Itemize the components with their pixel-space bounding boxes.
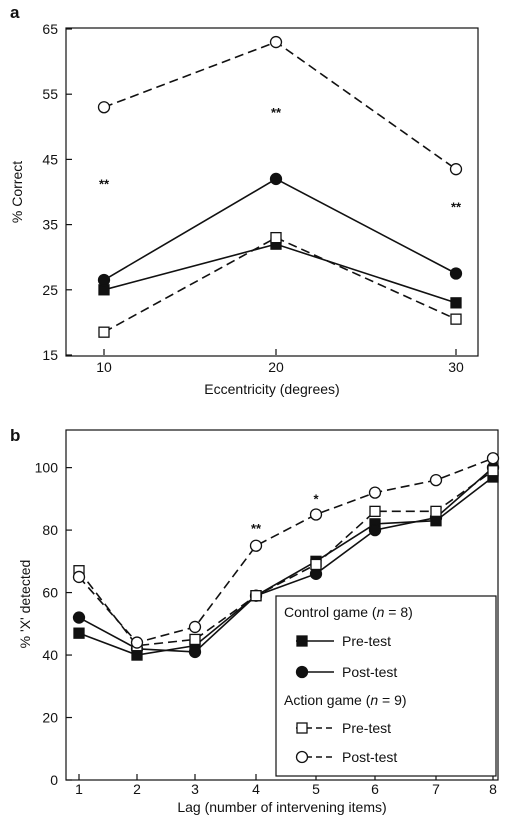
legend-label-action-post: Post-test	[342, 749, 397, 765]
data-point-action-post	[130, 636, 144, 649]
series-line-control-post	[78, 467, 494, 653]
series-line-action-pre	[78, 470, 494, 647]
legend: Control game (n = 8) Pre-test Post-test …	[275, 595, 497, 777]
data-point-action-pre	[98, 326, 110, 338]
x-axis-label-b: Lag (number of intervening items)	[177, 799, 386, 815]
y-tick-label: 40	[42, 647, 58, 663]
x-tick-label: 7	[432, 781, 440, 797]
significance-marker: **	[99, 177, 110, 192]
data-point-action-pre	[487, 465, 499, 477]
legend-label-action-pre: Pre-test	[342, 720, 391, 736]
data-point-action-pre	[270, 231, 282, 244]
significance-marker: **	[251, 521, 262, 536]
y-tick-label: 100	[35, 460, 59, 476]
legend-box	[275, 595, 497, 777]
data-point-control-pre	[450, 297, 462, 309]
y-tick-label: 0	[50, 772, 58, 788]
data-point-action-post	[309, 508, 323, 521]
x-tick-label: 5	[312, 781, 320, 797]
series-line-control-post	[103, 178, 457, 281]
data-point-action-pre	[450, 313, 462, 325]
x-tick-label: 1	[75, 781, 83, 797]
panel-a: a ** ** ** 15 25 35 45 55 65 10 20 30 Eccentricit…	[9, 3, 479, 397]
data-point-action-post	[72, 570, 86, 584]
data-point-action-pre	[430, 505, 442, 518]
legend-marker-control-pre	[296, 635, 308, 647]
series-line-control-pre	[78, 476, 494, 656]
x-tick-label: 4	[252, 781, 260, 797]
x-tick-label: 6	[371, 781, 379, 797]
x-tick-label: 3	[191, 781, 199, 797]
data-point-action-post	[486, 452, 500, 465]
legend-label-control-pre: Pre-test	[342, 633, 391, 649]
legend-marker-control-post	[295, 665, 309, 679]
plot-frame-b	[65, 429, 499, 781]
x-tick-label: 20	[268, 359, 284, 375]
y-tick-label: 15	[42, 347, 58, 363]
legend-marker-action-post	[295, 750, 309, 764]
legend-title-action: Action game (n = 9)	[284, 692, 407, 708]
significance-marker: **	[271, 105, 282, 120]
data-point-control-post	[269, 172, 283, 186]
y-axis-label-b: % 'X' detected	[17, 560, 33, 649]
series-line-control-pre	[103, 243, 457, 304]
data-point-action-post	[249, 539, 263, 552]
plot-frame-a	[65, 27, 479, 357]
y-axis-label-a: % Correct	[9, 161, 25, 223]
panel-label-a: a	[10, 3, 20, 22]
significance-marker: *	[313, 492, 319, 507]
y-tick-label: 55	[42, 86, 58, 102]
legend-label-control-post: Post-test	[342, 664, 397, 680]
y-tick-label: 80	[42, 522, 58, 538]
significance-marker: **	[451, 200, 462, 215]
data-point-control-post	[449, 267, 463, 280]
data-point-action-pre	[369, 505, 381, 518]
y-tick-label: 65	[42, 21, 58, 37]
data-point-action-post	[449, 163, 463, 176]
x-tick-label: 30	[448, 359, 464, 375]
data-point-control-pre	[98, 284, 110, 296]
data-point-action-pre	[189, 633, 201, 646]
data-point-action-post	[429, 473, 443, 487]
series-line-action-post	[78, 457, 494, 644]
x-tick-label: 2	[133, 781, 141, 797]
y-tick-label: 45	[42, 151, 58, 167]
data-point-action-pre	[250, 590, 262, 602]
legend-title-control: Control game (n = 8)	[284, 604, 413, 620]
data-point-control-post	[188, 645, 202, 659]
data-point-action-post	[188, 620, 202, 634]
data-point-action-post	[368, 486, 382, 499]
y-tick-label: 20	[42, 710, 58, 726]
data-point-action-post	[97, 101, 111, 114]
data-point-action-post	[269, 35, 283, 49]
data-point-control-post	[72, 611, 86, 624]
data-point-control-post	[368, 523, 382, 537]
data-point-control-pre	[73, 627, 85, 639]
panel-label-b: b	[10, 426, 20, 445]
x-axis-label-a: Eccentricity (degrees)	[204, 381, 339, 397]
y-tick-label: 60	[42, 585, 58, 601]
y-tick-label: 35	[42, 217, 58, 233]
data-point-control-post	[97, 273, 111, 287]
legend-marker-action-pre	[296, 722, 308, 734]
data-point-action-pre	[310, 558, 322, 571]
y-tick-label: 25	[42, 282, 58, 298]
x-tick-label: 10	[96, 359, 112, 375]
x-tick-label: 8	[489, 781, 497, 797]
